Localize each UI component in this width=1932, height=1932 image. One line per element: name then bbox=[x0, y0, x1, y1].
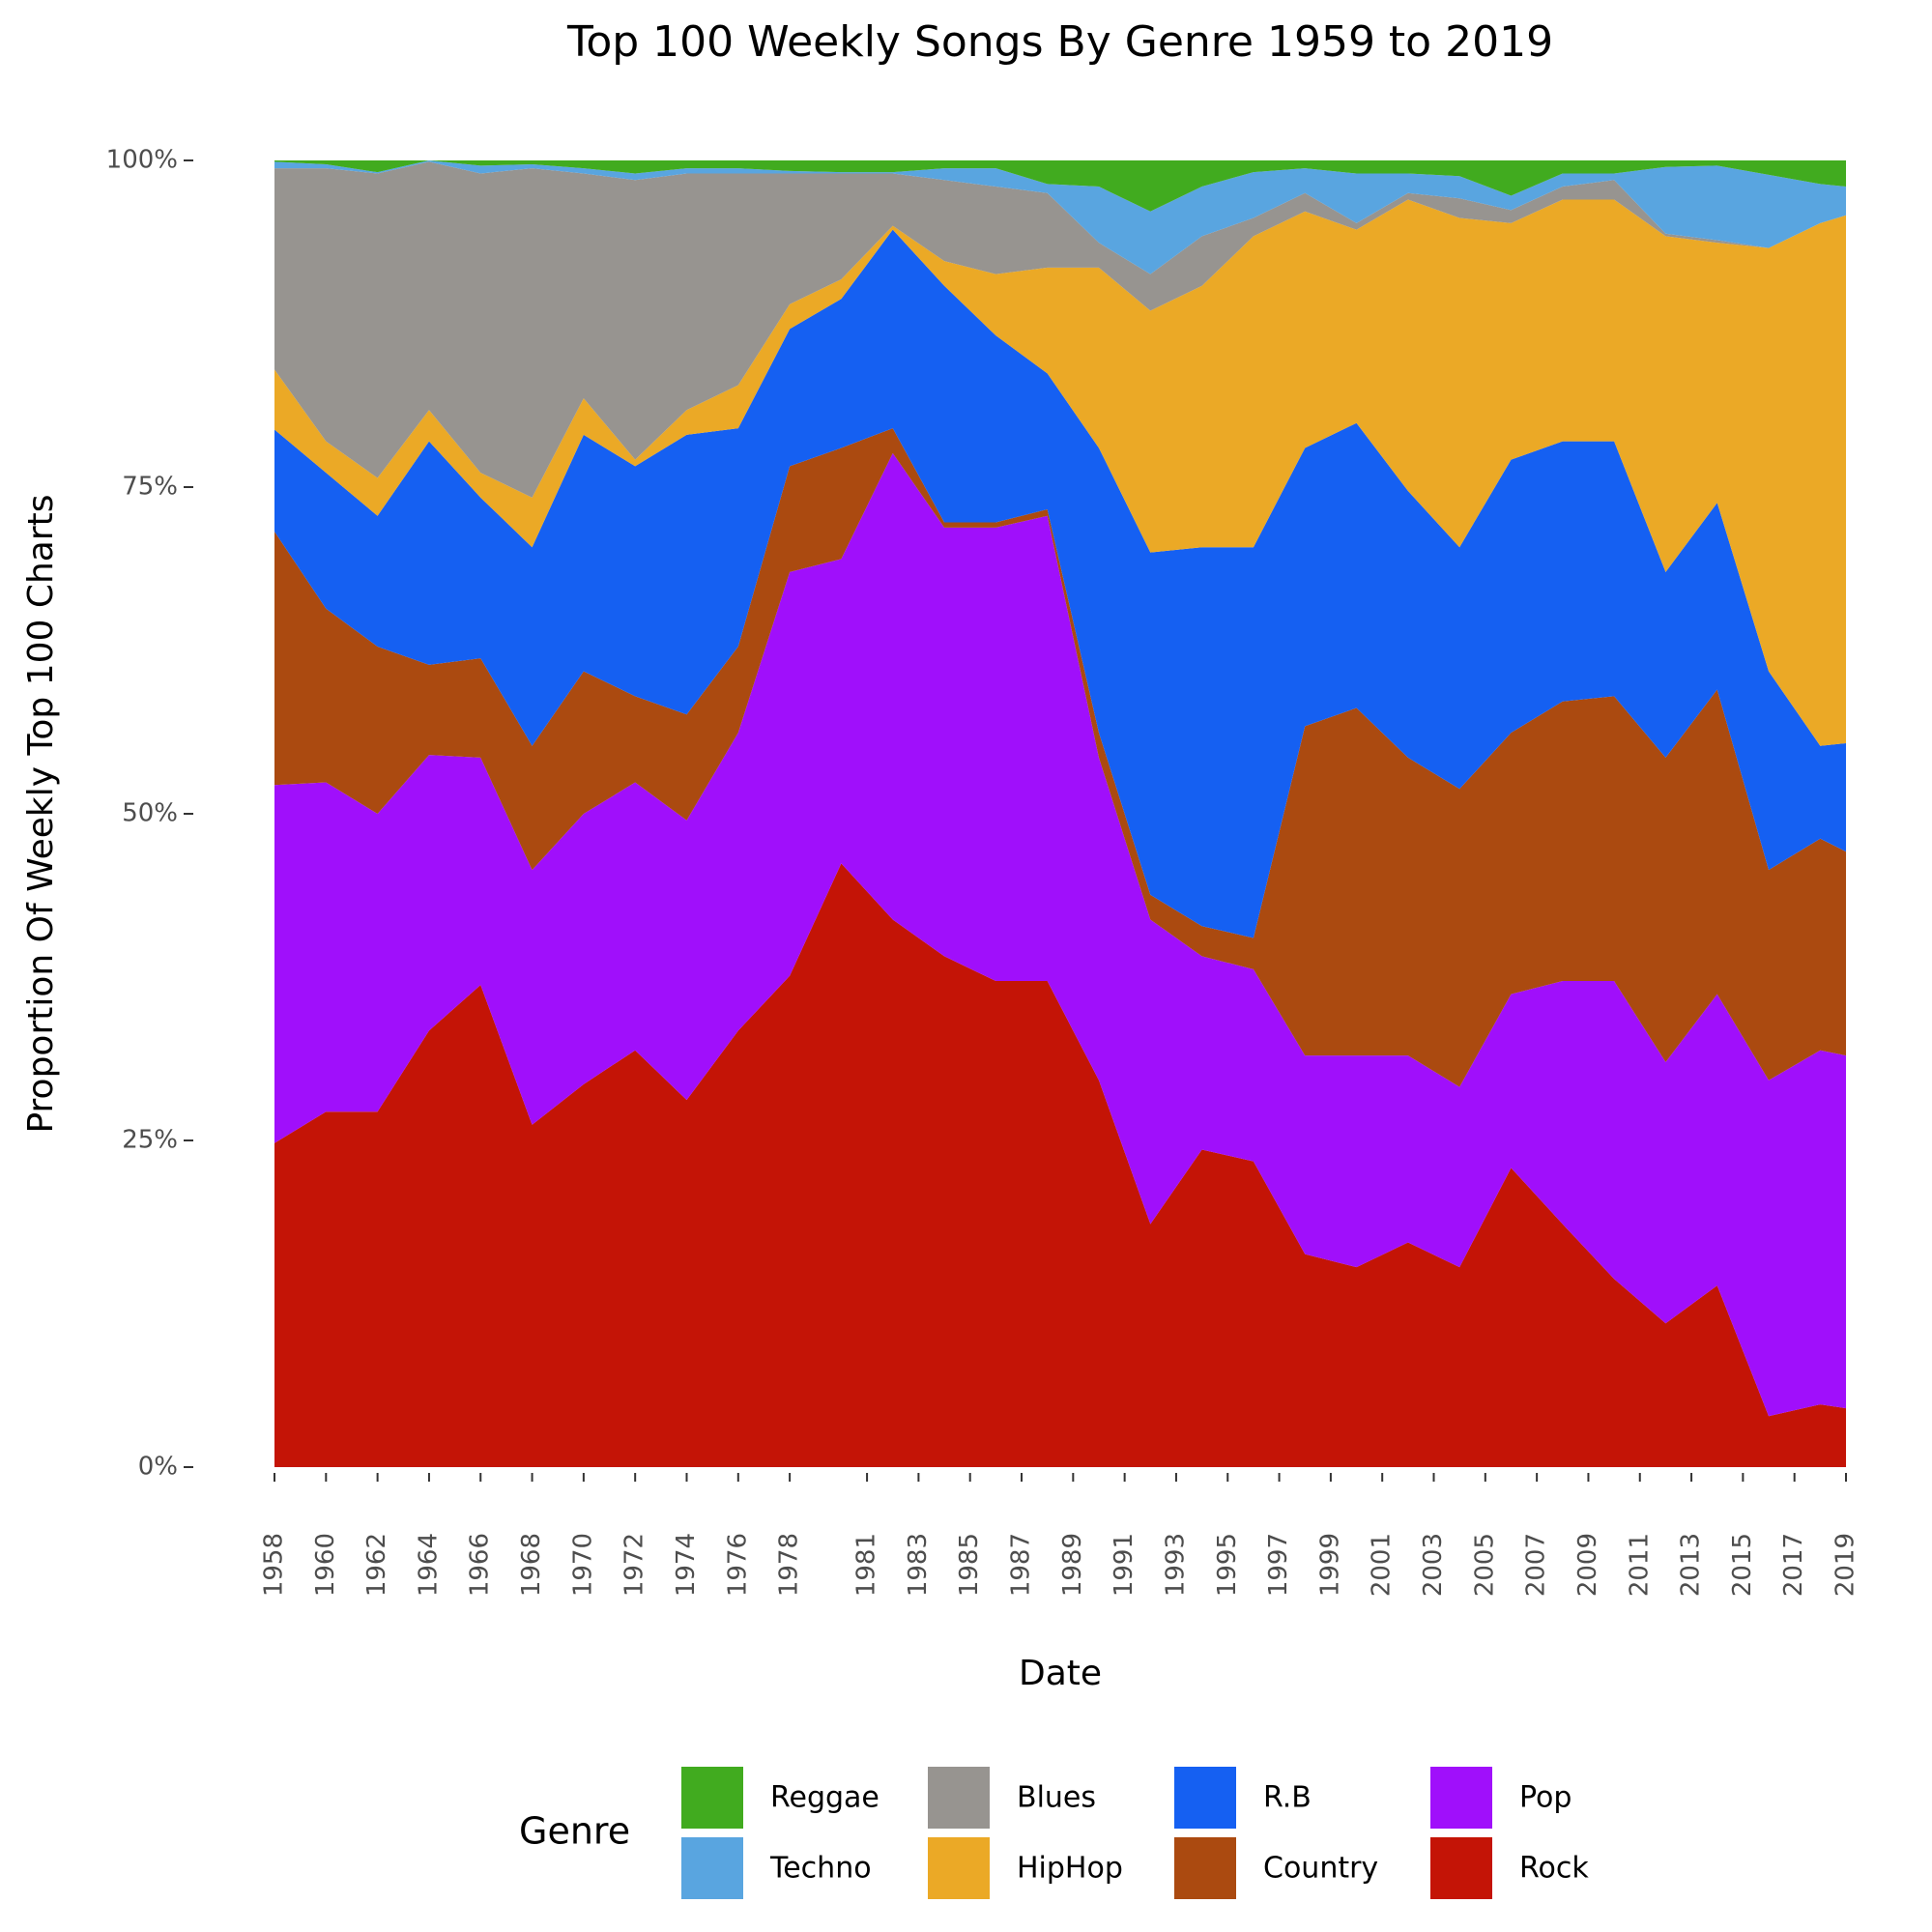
x-tick-label: 1997 bbox=[1264, 1533, 1293, 1597]
x-tick-label: 2003 bbox=[1419, 1533, 1448, 1597]
y-tick-label: 0% bbox=[138, 1453, 178, 1482]
x-tick-label: 1978 bbox=[775, 1533, 804, 1597]
x-tick-label: 1968 bbox=[517, 1533, 546, 1597]
legend-label: Techno bbox=[769, 1852, 872, 1886]
x-tick-label: 2019 bbox=[1831, 1533, 1860, 1597]
x-tick-label: 1974 bbox=[672, 1533, 701, 1597]
x-tick-label: 1960 bbox=[311, 1533, 340, 1597]
x-tick-label: 2001 bbox=[1368, 1533, 1397, 1597]
x-tick-label: 2007 bbox=[1522, 1533, 1551, 1597]
legend-label: Pop bbox=[1519, 1781, 1572, 1815]
x-tick-label: 2005 bbox=[1470, 1533, 1499, 1597]
legend-label: R.B bbox=[1263, 1781, 1312, 1815]
legend-label: Blues bbox=[1017, 1781, 1096, 1815]
x-tick-label: 1958 bbox=[260, 1533, 289, 1597]
legend-label: Reggae bbox=[770, 1781, 879, 1815]
y-axis-title: Proportion Of Weekly Top 100 Charts bbox=[21, 494, 61, 1133]
x-tick-label: 1962 bbox=[362, 1533, 391, 1597]
x-tick-label: 1970 bbox=[568, 1533, 597, 1597]
legend-label: Country bbox=[1263, 1852, 1378, 1886]
area bbox=[274, 428, 1846, 1087]
x-tick-label: 1993 bbox=[1161, 1533, 1190, 1597]
x-tick-label: 1987 bbox=[1007, 1533, 1036, 1597]
x-tick-label: 1981 bbox=[852, 1533, 881, 1597]
legend-swatch bbox=[1430, 1767, 1492, 1829]
area bbox=[274, 160, 1846, 274]
area bbox=[274, 160, 1846, 212]
x-tick-label: 2011 bbox=[1625, 1533, 1654, 1597]
y-tick-label: 50% bbox=[122, 799, 178, 828]
x-tick-label: 1999 bbox=[1315, 1533, 1344, 1597]
x-tick-label: 1972 bbox=[620, 1533, 649, 1597]
y-tick-label: 25% bbox=[122, 1126, 178, 1155]
legend-swatch bbox=[928, 1837, 990, 1899]
x-axis-title: Date bbox=[1019, 1654, 1102, 1693]
legend-swatch bbox=[1174, 1767, 1236, 1829]
x-tick-label: 2015 bbox=[1728, 1533, 1757, 1597]
x-tick-label: 2009 bbox=[1573, 1533, 1602, 1597]
x-tick-label: 2013 bbox=[1677, 1533, 1706, 1597]
area bbox=[274, 161, 1846, 498]
chart-title: Top 100 Weekly Songs By Genre 1959 to 20… bbox=[566, 17, 1553, 67]
legend-swatch bbox=[928, 1767, 990, 1829]
x-tick-label: 1985 bbox=[955, 1533, 984, 1597]
x-tick-label: 1976 bbox=[723, 1533, 752, 1597]
area bbox=[274, 863, 1846, 1467]
x-tick-label: 1964 bbox=[414, 1533, 443, 1597]
area bbox=[274, 229, 1846, 938]
legend-label: HipHop bbox=[1017, 1852, 1123, 1886]
x-tick-label: 1991 bbox=[1110, 1533, 1139, 1597]
area bbox=[274, 199, 1846, 746]
legend-title: Genre bbox=[519, 1810, 630, 1853]
y-tick-label: 75% bbox=[122, 473, 178, 502]
x-tick-label: 1983 bbox=[904, 1533, 933, 1597]
legend-swatch bbox=[681, 1767, 743, 1829]
legend-swatch bbox=[1430, 1837, 1492, 1899]
area bbox=[274, 452, 1846, 1417]
legend-swatch bbox=[1174, 1837, 1236, 1899]
x-tick-label: 1995 bbox=[1213, 1533, 1242, 1597]
y-tick-label: 100% bbox=[106, 146, 178, 175]
x-tick-label: 2017 bbox=[1779, 1533, 1808, 1597]
x-tick-label: 1989 bbox=[1058, 1533, 1087, 1597]
legend-swatch bbox=[681, 1837, 743, 1899]
legend-label: Rock bbox=[1519, 1852, 1589, 1886]
x-tick-label: 1966 bbox=[466, 1533, 495, 1597]
